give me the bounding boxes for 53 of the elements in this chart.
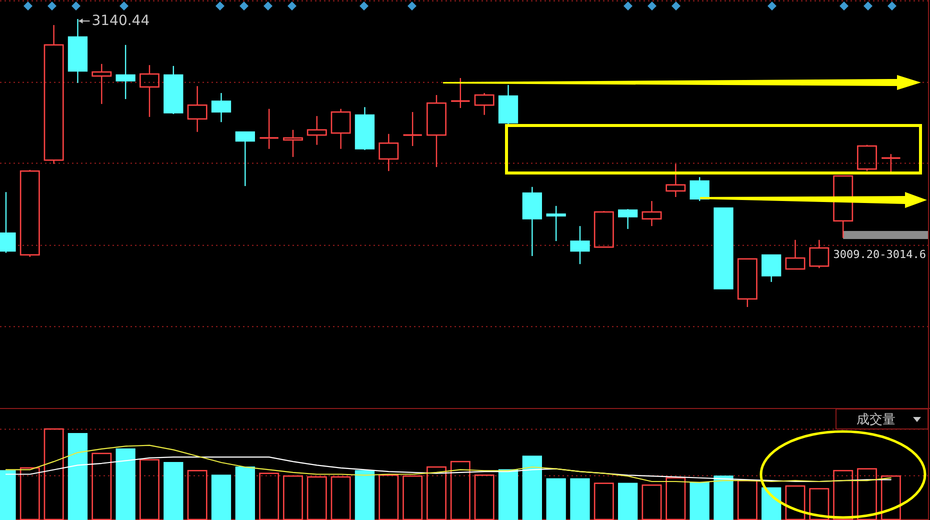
candlestick: [187, 86, 208, 132]
candlestick: [330, 108, 351, 150]
bar: [450, 460, 470, 520]
bar: [20, 467, 40, 520]
bar: [330, 476, 351, 520]
band-label: 3009.20-3014.6: [833, 248, 926, 262]
bar: [116, 448, 136, 520]
candlestick: [116, 44, 136, 100]
candlestick: [258, 108, 280, 150]
bar: [594, 482, 614, 520]
bar: [259, 472, 280, 520]
bar: [426, 466, 446, 520]
bar: [306, 476, 327, 520]
bar: [378, 474, 399, 520]
bar: [164, 462, 184, 520]
bar: [235, 466, 255, 520]
bar: [642, 484, 662, 520]
bar: [140, 459, 160, 520]
bar: [833, 470, 854, 520]
bar: [354, 470, 375, 520]
bar: [92, 452, 112, 520]
candlestick: [474, 92, 494, 116]
bar: [714, 476, 734, 520]
candlestick: [666, 163, 686, 198]
bar: [522, 456, 542, 520]
bar: [880, 475, 901, 520]
candlestick: [570, 225, 590, 265]
bar: [44, 428, 64, 520]
bar: [785, 485, 806, 520]
bar: [474, 474, 494, 520]
bar: [402, 475, 423, 520]
candlestick: [642, 200, 662, 227]
bar: [68, 433, 88, 520]
bar: [618, 482, 638, 520]
bar: [211, 474, 232, 520]
bar: [857, 468, 877, 520]
candlestick: [402, 111, 423, 147]
bar: [187, 470, 208, 520]
bar: [809, 488, 830, 520]
candlestick: [306, 115, 327, 146]
candlestick: [378, 133, 399, 172]
bar: [283, 475, 303, 520]
bar: [762, 487, 782, 520]
bar: [666, 477, 686, 520]
bar: [546, 478, 566, 520]
candlestick: [44, 24, 64, 164]
bar: [690, 482, 710, 520]
candlestick: [211, 92, 232, 123]
candlestick: [522, 186, 542, 257]
annotation: 3140.44: [92, 12, 150, 29]
chart-title: 成交量: [856, 412, 896, 428]
bar: [498, 469, 518, 520]
bar: [570, 478, 590, 520]
